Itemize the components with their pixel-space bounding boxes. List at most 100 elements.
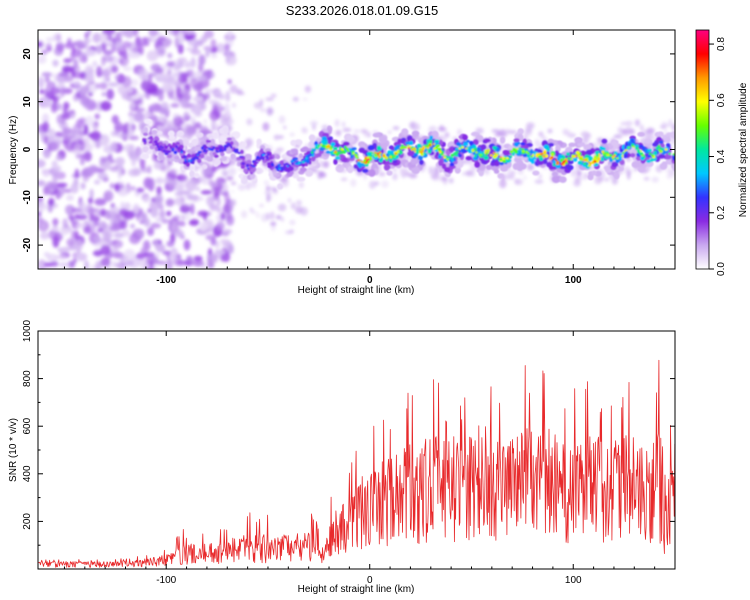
ridge-blob — [328, 136, 333, 141]
noise-blob — [140, 247, 146, 255]
noise-blob — [341, 121, 346, 128]
spectrogram-y-ticks: -20 -10 0 10 20 — [22, 48, 675, 252]
ridge-blob — [393, 155, 397, 158]
ridge-blob — [575, 150, 580, 155]
ridge-blob — [353, 164, 359, 169]
ridge-blob — [390, 150, 395, 156]
ridge-blob — [245, 165, 249, 168]
noise-blob — [83, 123, 89, 135]
noise-blob — [444, 132, 450, 138]
ridge-blob — [432, 143, 436, 145]
noise-blob — [169, 251, 178, 260]
noise-blob — [534, 179, 544, 184]
noise-blob — [146, 50, 159, 62]
noise-blob — [270, 93, 277, 98]
snr-x-ticks: -100 0 100 — [63, 331, 656, 586]
noise-blob — [63, 135, 74, 140]
noise-blob — [190, 104, 202, 115]
noise-blob — [222, 228, 233, 235]
ridge-blob — [397, 138, 403, 144]
noise-blob — [88, 84, 95, 90]
ridge-blob — [210, 138, 215, 144]
ridge-blob — [436, 144, 441, 147]
noise-blob — [118, 51, 124, 57]
noise-blob — [109, 225, 119, 231]
noise-blob — [181, 98, 187, 107]
noise-blob — [64, 42, 75, 49]
noise-blob — [275, 215, 282, 220]
ridge-blob — [301, 162, 306, 168]
ridge-blob — [638, 144, 644, 148]
noise-blob — [179, 88, 190, 94]
ridge-blob — [175, 145, 179, 149]
ridge-blob — [307, 154, 311, 157]
noise-blob — [166, 210, 172, 217]
noise-blob — [570, 169, 577, 177]
ridge-blob — [446, 158, 449, 161]
noise-blob — [223, 203, 231, 213]
ridge-blob — [399, 150, 403, 155]
noise-blob — [45, 37, 55, 42]
noise-blob — [132, 30, 139, 37]
ridge-blob — [657, 148, 661, 151]
noise-blob — [649, 133, 654, 138]
noise-blob — [38, 159, 46, 168]
noise-blob — [203, 45, 214, 51]
noise-blob — [38, 55, 47, 64]
noise-blob — [200, 190, 213, 195]
noise-blob — [55, 156, 62, 161]
noise-blob — [187, 69, 195, 77]
noise-blob — [129, 115, 135, 124]
noise-blob — [128, 123, 133, 134]
noise-blob — [177, 43, 184, 55]
noise-blob — [643, 176, 650, 181]
noise-blob — [103, 190, 114, 202]
ridge-blob — [659, 140, 664, 144]
ridge-blob — [548, 142, 554, 147]
noise-blob — [623, 166, 631, 171]
noise-blob — [157, 36, 167, 41]
noise-blob — [114, 157, 125, 166]
noise-blob — [63, 75, 74, 83]
noise-blob — [88, 165, 99, 174]
noise-blob — [99, 82, 108, 90]
ridge-blob — [254, 161, 258, 164]
noise-blob — [278, 115, 286, 124]
noise-blob — [38, 210, 42, 218]
noise-blob — [609, 175, 613, 178]
noise-blob — [155, 177, 164, 185]
noise-blob — [154, 193, 164, 206]
noise-blob — [122, 76, 132, 88]
ridge-blob — [568, 142, 576, 148]
ridge-blob — [513, 142, 520, 147]
noise-blob — [197, 76, 208, 81]
noise-blob — [71, 207, 83, 213]
ridge-blob — [476, 147, 482, 152]
noise-blob — [285, 230, 293, 235]
noise-blob — [428, 125, 437, 132]
noise-blob — [228, 167, 237, 176]
noise-blob — [169, 168, 179, 175]
noise-blob — [381, 180, 389, 189]
noise-blob — [96, 65, 103, 78]
ridge-blob — [190, 160, 193, 164]
ridge-blob — [147, 137, 150, 140]
ridge-blob — [461, 146, 465, 149]
ridge-blob — [484, 151, 487, 154]
ridge-blob — [615, 159, 620, 163]
ridge-blob — [579, 156, 583, 159]
noise-blob — [47, 204, 53, 213]
noise-blob — [217, 103, 223, 112]
ridge-blob — [311, 155, 316, 162]
ridge-blob — [208, 148, 211, 151]
noise-blob — [265, 212, 270, 221]
ridge-blob — [320, 143, 323, 146]
ridge-blob — [456, 141, 462, 147]
ridge-blob — [279, 160, 285, 166]
noise-blob — [437, 126, 447, 132]
ridge-blob — [567, 159, 574, 165]
ridge-blob — [237, 152, 241, 155]
noise-blob — [277, 203, 287, 212]
noise-blob — [269, 186, 277, 191]
ridge-blob — [573, 155, 576, 158]
